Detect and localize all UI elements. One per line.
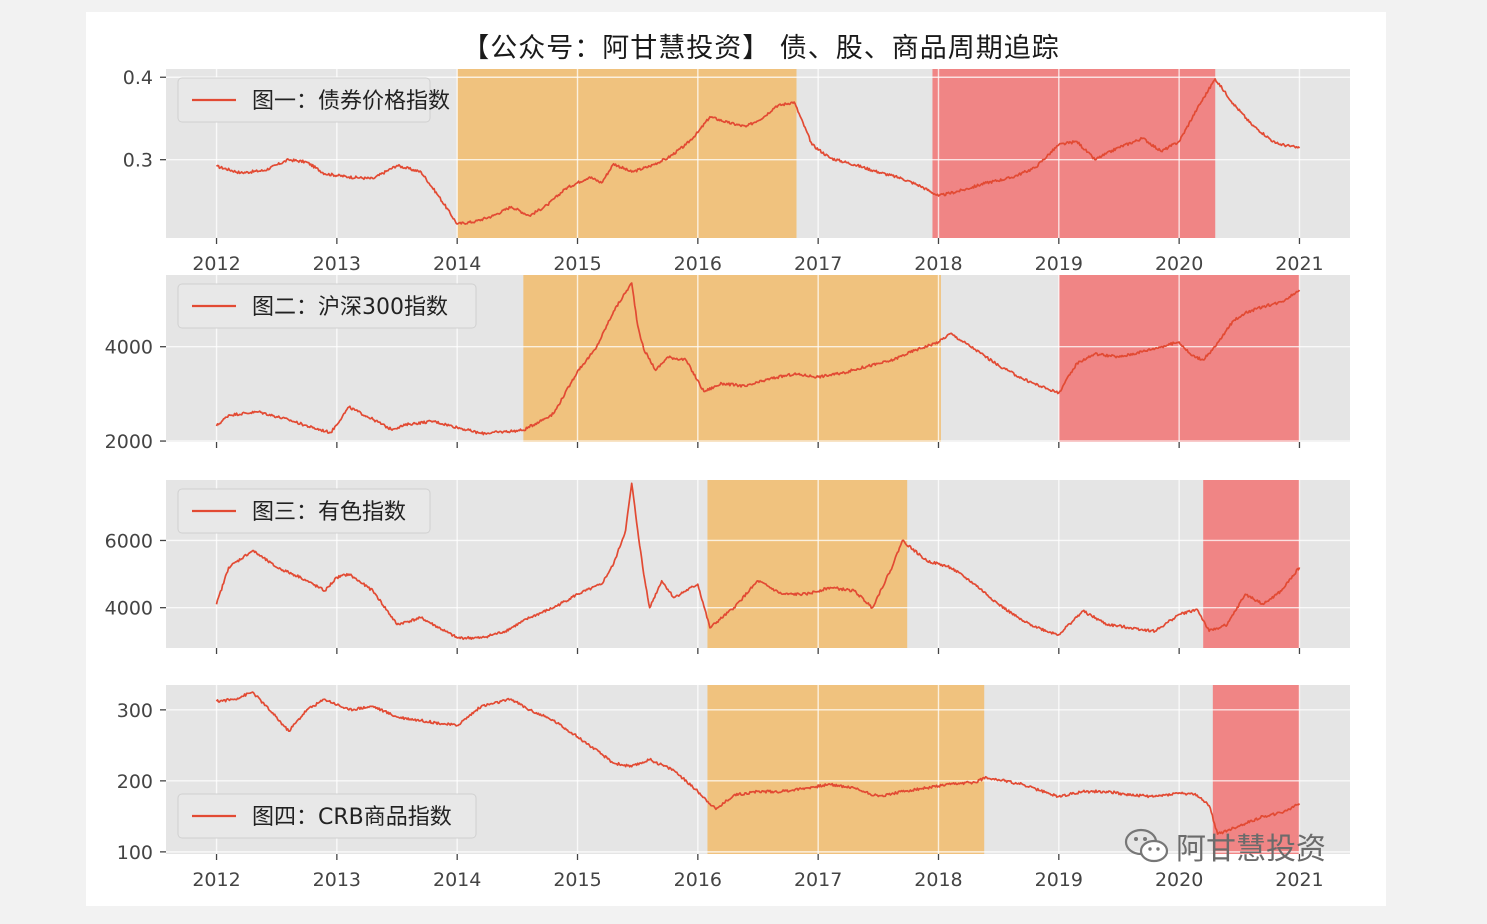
shaded-period-red [1203, 480, 1300, 648]
shaded-period-red [1212, 685, 1300, 854]
series-line [215, 482, 1301, 641]
x-tick-label: 2021 [1275, 253, 1323, 275]
y-tick-label: 4000 [105, 337, 153, 359]
x-tick-label: 2012 [192, 253, 240, 275]
x-tick-label: 2014 [433, 253, 481, 275]
y-tick-label: 2000 [105, 431, 153, 453]
x-tick-label: 2017 [794, 253, 842, 275]
x-tick-label: 2020 [1155, 869, 1203, 891]
x-tick-label: 2021 [1275, 869, 1323, 891]
y-tick-label: 4000 [105, 598, 153, 620]
legend-label: 图二：沪深300指数 [252, 295, 448, 320]
panel-2: 2000 4000 图二：沪深300指数 [105, 275, 1350, 453]
y-tick-label: 0.3 [123, 150, 153, 172]
legend-box [177, 488, 431, 534]
y-tick-label: 300 [117, 700, 153, 722]
x-tick-label: 2013 [313, 869, 361, 891]
series-line [215, 691, 1301, 835]
x-tick-label: 2016 [674, 253, 722, 275]
series-line [215, 78, 1301, 225]
x-tick-label: 2019 [1035, 253, 1083, 275]
panel-1: 2012 2013 2014 2015 2016 2017 2018 2019 2020 2021… [123, 67, 1350, 275]
x-tick-label: 2018 [914, 869, 962, 891]
x-tick-label: 2018 [914, 253, 962, 275]
x-tick-label: 2016 [674, 869, 722, 891]
series-line [215, 282, 1301, 436]
x-tick-label: 2014 [433, 869, 481, 891]
x-tick-label: 2017 [794, 869, 842, 891]
x-tick-label: 2020 [1155, 253, 1203, 275]
y-tick-label: 200 [117, 771, 153, 793]
chart-canvas: 2012 2013 2014 2015 2016 2017 2018 2019 2020 2021… [105, 67, 1350, 891]
x-tick-label: 2013 [313, 253, 361, 275]
x-tick-label: 2012 [192, 869, 240, 891]
shaded-period-orange [457, 69, 797, 238]
legend-label: 图三：有色指数 [252, 500, 406, 525]
x-tick-label: 2015 [553, 869, 601, 891]
chart-title: 【公众号：阿甘慧投资】 债、股、商品周期追踪 [462, 33, 1060, 64]
watermark: 阿甘慧投资 [1122, 826, 1326, 867]
shaded-period-red [932, 69, 1216, 238]
legend-box [177, 793, 477, 839]
shaded-period-orange [523, 275, 941, 442]
legend-box [177, 77, 431, 123]
legend-label: 图一：债券价格指数 [252, 89, 450, 114]
wechat-icon [1124, 828, 1169, 863]
y-tick-label: 100 [117, 842, 153, 864]
panel-3: 4000 6000 图三：有色指数 [105, 480, 1350, 654]
panel-4: 2012 2013 2014 2015 2016 2017 2018 2019 2020 2021… [117, 685, 1350, 891]
figure: 2012 2013 2014 2015 2016 2017 2018 2019 2020 2021… [86, 12, 1386, 906]
y-tick-label: 6000 [105, 530, 153, 552]
shaded-period-orange [707, 480, 908, 648]
legend-box [177, 283, 477, 329]
x-tick-label: 2019 [1035, 869, 1083, 891]
y-tick-label: 0.4 [123, 67, 153, 89]
legend-label: 图四：CRB商品指数 [252, 805, 452, 830]
x-tick-label: 2015 [553, 253, 601, 275]
watermark-text: 阿甘慧投资 [1176, 832, 1326, 867]
